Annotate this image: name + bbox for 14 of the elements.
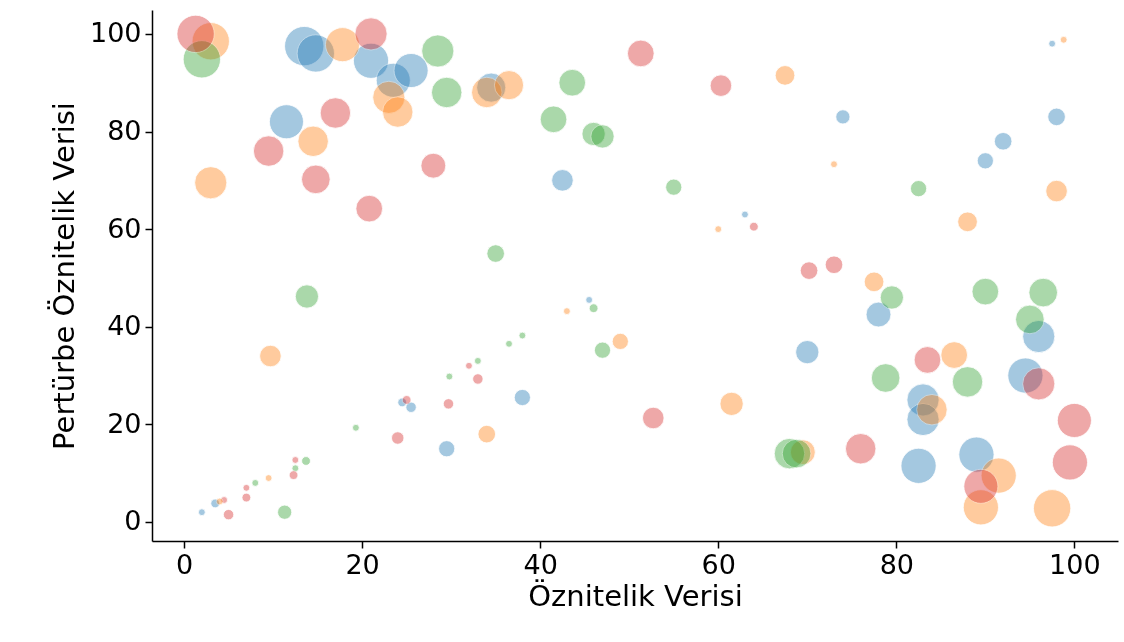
- y-axis-title: Pertürbe Öznitelik Verisi: [46, 102, 81, 450]
- x-tick-label: 80: [879, 548, 914, 580]
- x-tick-label: 40: [523, 548, 558, 580]
- y-tick-label: 20: [107, 407, 142, 439]
- y-tick-label: 60: [107, 212, 142, 244]
- y-tick-label: 80: [107, 115, 142, 147]
- y-tick-label: 0: [124, 505, 142, 537]
- x-axis-title: Öznitelik Verisi: [528, 578, 743, 613]
- x-tick-label: 60: [701, 548, 736, 580]
- x-tick-label: 100: [1049, 548, 1101, 580]
- y-tick-label: 100: [89, 17, 142, 49]
- x-tick-label: 20: [345, 548, 380, 580]
- x-tick-label: 0: [175, 548, 194, 580]
- y-tick-label: 40: [107, 310, 142, 342]
